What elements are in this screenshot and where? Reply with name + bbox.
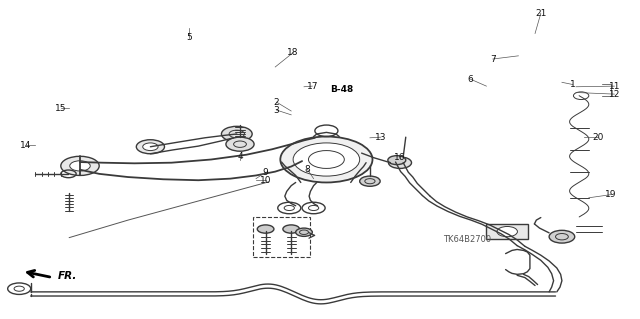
Circle shape bbox=[388, 157, 412, 168]
Circle shape bbox=[497, 226, 517, 237]
Text: 7: 7 bbox=[490, 55, 495, 63]
Circle shape bbox=[293, 143, 360, 176]
Text: 5: 5 bbox=[186, 33, 191, 42]
Text: 11: 11 bbox=[609, 82, 620, 91]
Text: 8: 8 bbox=[305, 165, 310, 174]
Bar bbox=[486, 224, 528, 239]
Text: TK64B2700: TK64B2700 bbox=[443, 235, 492, 244]
Circle shape bbox=[388, 156, 406, 165]
Circle shape bbox=[280, 137, 372, 182]
Text: 16: 16 bbox=[394, 153, 406, 162]
Text: 19: 19 bbox=[605, 190, 617, 199]
Text: 2: 2 bbox=[274, 98, 279, 107]
Circle shape bbox=[226, 137, 254, 151]
Text: 17: 17 bbox=[307, 82, 318, 91]
Text: 21: 21 bbox=[535, 9, 547, 18]
Text: 18: 18 bbox=[287, 48, 299, 57]
Circle shape bbox=[296, 228, 312, 236]
Circle shape bbox=[360, 176, 380, 186]
Text: 6: 6 bbox=[468, 75, 473, 84]
Circle shape bbox=[257, 225, 274, 233]
Circle shape bbox=[136, 140, 164, 154]
Text: 9: 9 bbox=[263, 168, 268, 177]
Text: 4: 4 bbox=[237, 152, 243, 161]
Text: 10: 10 bbox=[260, 176, 271, 185]
Text: 20: 20 bbox=[593, 133, 604, 142]
Circle shape bbox=[61, 156, 99, 175]
Circle shape bbox=[221, 126, 252, 142]
Text: FR.: FR. bbox=[58, 271, 77, 281]
Text: 1: 1 bbox=[570, 80, 575, 89]
Text: 13: 13 bbox=[375, 133, 387, 142]
Bar bbox=[253, 217, 310, 257]
Circle shape bbox=[143, 143, 158, 151]
Text: 15: 15 bbox=[55, 104, 67, 113]
Text: 3: 3 bbox=[274, 106, 279, 115]
Text: B-48: B-48 bbox=[330, 85, 353, 94]
Text: 14: 14 bbox=[20, 141, 31, 150]
Circle shape bbox=[283, 225, 300, 233]
Circle shape bbox=[70, 161, 90, 171]
Circle shape bbox=[549, 230, 575, 243]
Text: 12: 12 bbox=[609, 90, 620, 99]
